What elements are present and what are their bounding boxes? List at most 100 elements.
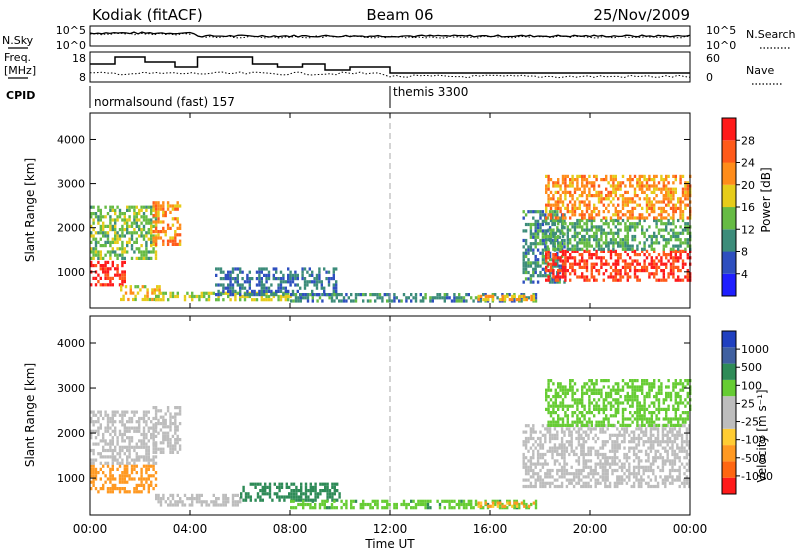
heatmap-cell [438, 296, 442, 300]
heatmap-cell [645, 228, 649, 232]
heatmap-cell [583, 244, 586, 248]
heatmap-cell [258, 293, 261, 297]
heatmap-cell [130, 244, 134, 248]
heatmap-cell [116, 487, 119, 491]
heatmap-cell [547, 275, 550, 279]
heatmap-cell [552, 247, 555, 251]
heatmap-cell [633, 194, 637, 198]
heatmap-cell [643, 407, 646, 411]
heatmap-cell [291, 277, 295, 281]
heatmap-cell [633, 234, 637, 239]
heatmap-cell [133, 490, 136, 494]
heatmap-cell [130, 221, 134, 225]
heatmap-cell [662, 222, 665, 226]
heatmap-cell [104, 260, 107, 264]
heatmap-cell [632, 465, 636, 469]
heatmap-cell [126, 474, 129, 478]
velocity-colorbar-label: Velocity [m s⁻¹] [755, 389, 769, 482]
heatmap-cell [282, 280, 285, 284]
heatmap-cell [145, 205, 148, 209]
heatmap-cell [539, 443, 542, 447]
heatmap-cell [686, 190, 689, 194]
heatmap-cell [90, 436, 93, 440]
heatmap-cell [666, 452, 669, 457]
heatmap-cell [593, 216, 596, 220]
heatmap-cell [106, 234, 110, 238]
heatmap-cell [331, 492, 334, 496]
heatmap-cell [617, 278, 620, 282]
heatmap-cell [624, 395, 627, 399]
heatmap-cell [674, 414, 677, 418]
heatmap-cell [571, 197, 574, 201]
heatmap-cell [684, 184, 687, 188]
heatmap-cell [677, 407, 680, 411]
heatmap-cell [595, 231, 598, 235]
heatmap-cell [369, 299, 372, 303]
heatmap-cell [140, 208, 143, 212]
heatmap-cell [551, 238, 554, 243]
heatmap-cell [124, 291, 128, 295]
heatmap-cell [641, 213, 644, 217]
heatmap-cell [529, 484, 533, 489]
heatmap-cell [556, 478, 559, 482]
heatmap-cell [106, 240, 110, 244]
heatmap-cell [284, 291, 287, 295]
heatmap-cell [279, 294, 283, 299]
heatmap-cell [306, 299, 310, 303]
heatmap-cell [557, 218, 560, 223]
heatmap-cell [617, 210, 620, 214]
heatmap-cell [169, 425, 172, 429]
heatmap-cell [318, 506, 322, 510]
heatmap-cell [643, 395, 646, 399]
heatmap-cell [527, 449, 530, 453]
heatmap-cell [565, 478, 569, 482]
heatmap-cell [323, 293, 326, 297]
heatmap-cell [306, 280, 309, 284]
heatmap-cell [673, 436, 677, 441]
heatmap-cell [590, 382, 593, 386]
heatmap-cell [581, 395, 584, 399]
heatmap-cell [242, 489, 245, 493]
heatmap-cell [626, 401, 629, 405]
heatmap-cell [450, 299, 454, 303]
heatmap-cell [593, 278, 596, 282]
heatmap-cell [633, 411, 637, 415]
heatmap-cell [597, 190, 601, 194]
heatmap-cell [133, 477, 136, 481]
heatmap-cell [130, 247, 134, 251]
heatmap-cell [109, 228, 112, 232]
heatmap-cell [534, 235, 537, 239]
heatmap-cell [674, 259, 677, 263]
heatmap-cell [643, 253, 646, 257]
heatmap-cell [643, 379, 646, 383]
heatmap-cell [541, 452, 545, 457]
heatmap-cell [522, 440, 525, 444]
heatmap-cell [508, 499, 511, 503]
heatmap-cell [297, 489, 300, 493]
heatmap-cell [681, 278, 685, 282]
heatmap-cell [624, 262, 627, 266]
heatmap-cell [641, 391, 644, 395]
heatmap-cell [621, 401, 625, 405]
heatmap-cell [619, 256, 622, 260]
heatmap-cell [588, 228, 591, 232]
heatmap-cell [659, 440, 662, 444]
heatmap-cell [583, 249, 586, 253]
heatmap-cell [171, 415, 175, 419]
heatmap-cell [118, 455, 122, 459]
heatmap-cell [304, 495, 308, 499]
heatmap-cell [234, 277, 237, 281]
heatmap-cell [462, 499, 466, 503]
heatmap-cell [597, 213, 601, 217]
heatmap-cell [637, 456, 641, 460]
heatmap-cell [641, 184, 644, 188]
heatmap-cell [544, 440, 547, 444]
heatmap-cell [653, 247, 656, 251]
heatmap-cell [596, 472, 600, 476]
heatmap-cell [564, 194, 567, 198]
heatmap-cell [633, 200, 637, 204]
station-title: Kodiak (fitACF) [92, 6, 203, 24]
heatmap-cell [511, 294, 514, 298]
heatmap-cell [289, 280, 292, 284]
heatmap-cell [545, 247, 548, 251]
